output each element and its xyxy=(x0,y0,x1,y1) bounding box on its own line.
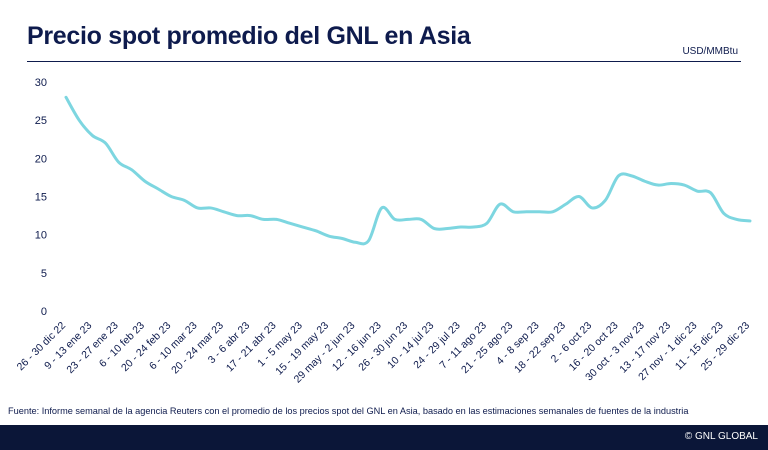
data-point xyxy=(103,141,107,145)
data-point xyxy=(196,206,200,210)
title-divider xyxy=(27,61,741,62)
data-point xyxy=(472,225,476,229)
data-point xyxy=(695,189,699,193)
data-point xyxy=(735,217,739,221)
y-axis: 0 5 10 15 20 25 30 xyxy=(35,77,47,318)
data-point xyxy=(117,160,121,164)
page-title: Precio spot promedio del GNL en Asia xyxy=(27,22,471,50)
y-tick-label: 20 xyxy=(35,153,47,165)
data-point xyxy=(406,217,410,221)
data-point xyxy=(669,182,673,186)
data-point xyxy=(656,183,660,187)
data-point xyxy=(538,210,542,214)
data-point xyxy=(169,195,173,199)
unit-label: USD/MMBtu xyxy=(682,46,738,57)
data-point xyxy=(367,239,371,243)
data-point xyxy=(209,206,213,210)
data-point xyxy=(485,221,489,225)
data-point xyxy=(445,227,449,231)
source-note: Fuente: Informe semanal de la agencia Re… xyxy=(8,406,689,416)
copyright: © GNL GLOBAL xyxy=(684,431,758,442)
data-point xyxy=(419,217,423,221)
data-point xyxy=(498,202,502,206)
data-point xyxy=(182,198,186,202)
data-point xyxy=(156,187,160,191)
data-point xyxy=(616,174,620,178)
y-tick-label: 15 xyxy=(35,192,47,204)
data-point xyxy=(748,219,752,223)
data-point xyxy=(288,221,292,225)
data-point xyxy=(551,210,555,214)
data-point xyxy=(301,225,305,229)
data-point xyxy=(722,211,726,215)
data-point xyxy=(90,133,94,137)
data-point xyxy=(603,198,607,202)
data-point xyxy=(353,240,357,244)
data-point xyxy=(143,179,147,183)
data-point xyxy=(380,206,384,210)
data-point xyxy=(340,236,344,240)
data-point xyxy=(130,168,134,172)
data-point xyxy=(643,179,647,183)
series-line xyxy=(64,95,752,246)
y-tick-label: 10 xyxy=(35,230,47,242)
data-point xyxy=(235,214,239,218)
data-point xyxy=(459,225,463,229)
data-point xyxy=(327,234,331,238)
data-point xyxy=(709,191,713,195)
y-tick-label: 0 xyxy=(41,306,47,318)
data-point xyxy=(630,174,634,178)
data-point xyxy=(432,227,436,231)
y-tick-label: 25 xyxy=(35,115,47,127)
line-chart: 0 5 10 15 20 25 30 26 - 30 dic 229 - 13 ene 23… xyxy=(15,77,753,386)
data-point xyxy=(564,202,568,206)
y-tick-label: 30 xyxy=(35,77,47,89)
data-point xyxy=(682,183,686,187)
data-point xyxy=(248,214,252,218)
data-point xyxy=(222,210,226,214)
y-tick-label: 5 xyxy=(41,268,47,280)
data-point xyxy=(261,217,265,221)
data-point xyxy=(590,206,594,210)
data-point xyxy=(577,195,581,199)
data-point xyxy=(524,210,528,214)
data-point xyxy=(314,229,318,233)
data-point xyxy=(274,217,278,221)
data-point xyxy=(77,118,81,122)
data-point xyxy=(393,217,397,221)
footer-bar: © GNL GLOBAL xyxy=(0,425,768,450)
series-layer xyxy=(64,95,752,246)
data-point xyxy=(64,95,68,99)
data-point xyxy=(511,210,515,214)
